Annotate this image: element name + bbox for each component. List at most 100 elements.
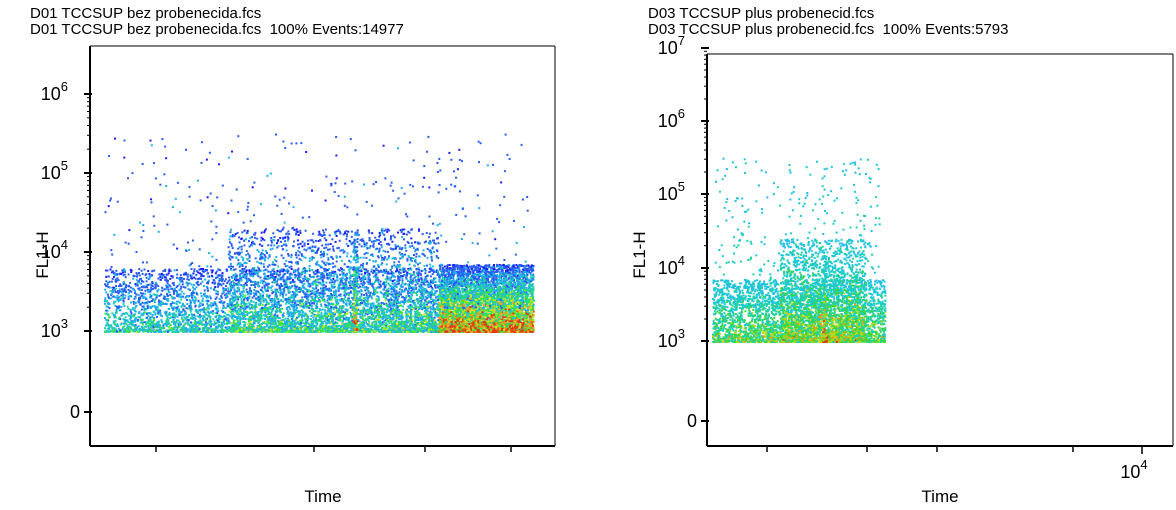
event-dot [466, 283, 469, 286]
event-dot [339, 293, 342, 296]
event-dot [144, 292, 147, 295]
event-dot [201, 308, 204, 311]
event-dot [194, 326, 197, 329]
event-dot [431, 288, 434, 291]
event-dot [165, 325, 168, 328]
event-dot [370, 297, 373, 300]
event-dot [148, 272, 151, 275]
event-dot [206, 287, 209, 290]
event-dot [332, 322, 335, 325]
event-dot [426, 303, 428, 306]
event-dot [132, 277, 135, 280]
event-dot [301, 300, 304, 303]
event-dot [184, 317, 187, 320]
event-dot [147, 322, 150, 324]
event-dot [408, 291, 411, 294]
event-dot [493, 276, 496, 279]
event-dot [116, 323, 119, 326]
event-dot [166, 331, 169, 333]
event-dot [201, 318, 204, 320]
event-dot [231, 314, 234, 317]
event-dot [145, 321, 148, 324]
event-dot [267, 275, 270, 278]
event-dot [390, 307, 393, 310]
event-dot [430, 316, 433, 319]
event-dot [175, 291, 178, 294]
event-dot [303, 282, 306, 285]
event-dot [262, 314, 265, 317]
event-dot [365, 294, 368, 297]
event-dot [215, 329, 218, 332]
event-dot [128, 323, 131, 325]
event-dot [147, 320, 150, 323]
event-dot [197, 284, 200, 286]
event-dot [282, 330, 285, 333]
event-dot [166, 284, 169, 287]
event-dot [199, 319, 202, 322]
event-dot [263, 325, 266, 328]
event-dot [274, 288, 277, 291]
event-dot [431, 321, 434, 324]
event-dot [289, 304, 292, 307]
event-dot [145, 308, 148, 311]
event-dot [118, 288, 121, 291]
event-dot [379, 323, 382, 326]
event-dot [207, 304, 210, 307]
event-dot [151, 270, 154, 273]
event-dot [136, 319, 139, 322]
event-dot [269, 323, 272, 326]
event-dot [145, 285, 148, 288]
event-dot [171, 312, 174, 315]
event-dot [307, 295, 309, 298]
event-dot [146, 312, 148, 315]
event-dot [222, 302, 225, 304]
event-dot [151, 288, 154, 290]
event-dot [115, 310, 118, 312]
event-dot [343, 294, 346, 297]
event-dot [190, 283, 193, 286]
event-dot [497, 267, 500, 270]
event-dot [147, 290, 150, 293]
event-dot [210, 305, 213, 308]
event-dot [108, 324, 110, 327]
event-dot [155, 293, 158, 296]
event-dot [120, 306, 123, 309]
event-dot [155, 309, 158, 312]
event-dot [405, 317, 408, 320]
event-dot [144, 273, 147, 276]
event-dot [436, 308, 439, 311]
event-dot [193, 302, 196, 304]
event-dot [138, 297, 140, 300]
event-dot [180, 329, 183, 332]
event-dot [331, 296, 334, 299]
event-dot [389, 317, 392, 320]
event-dot [395, 285, 398, 288]
event-dot [279, 324, 282, 327]
event-dot [315, 285, 318, 288]
event-dot [407, 295, 410, 297]
event-dot [264, 322, 267, 325]
event-dot [229, 299, 231, 302]
event-dot [117, 317, 120, 320]
event-dot [193, 268, 196, 271]
event-dot [401, 275, 404, 278]
event-dot [117, 324, 120, 327]
event-dot [115, 325, 118, 328]
event-dot [237, 312, 240, 315]
event-dot [214, 311, 217, 314]
event-dot [320, 313, 323, 316]
event-dot [122, 312, 125, 315]
event-dot [250, 300, 253, 303]
event-dot [334, 291, 337, 294]
event-dot [339, 287, 342, 290]
event-dot [134, 283, 137, 286]
event-dot [165, 310, 168, 313]
event-dot [176, 330, 179, 333]
event-dot [205, 313, 208, 316]
event-dot [133, 307, 136, 310]
event-dot [401, 279, 404, 282]
event-dot [201, 297, 204, 300]
event-dot [134, 297, 137, 300]
event-dot [223, 320, 225, 323]
event-dot [407, 268, 410, 270]
